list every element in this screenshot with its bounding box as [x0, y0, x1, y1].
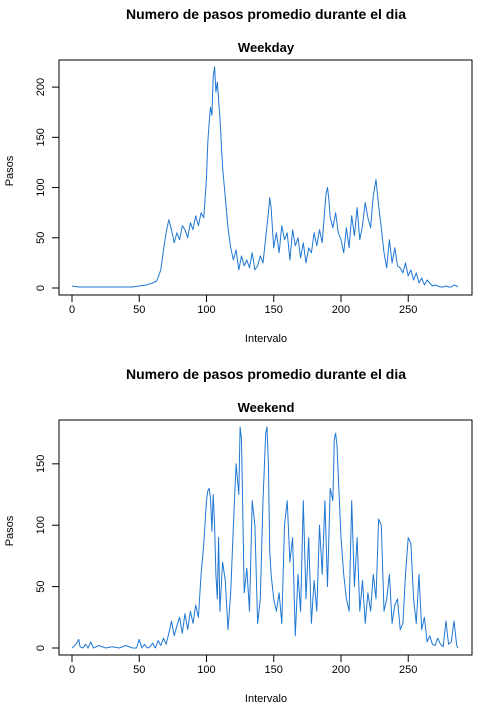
chart-panel-weekend: Numero de pasos promedio durante el dia … [4, 366, 473, 705]
x-tick-label: 200 [332, 304, 350, 316]
plot-frame [58, 419, 473, 656]
x-axis-label: Intervalo [245, 333, 287, 345]
x-tick-label: 100 [197, 664, 215, 676]
x-axis-label: Intervalo [245, 693, 287, 705]
chart-title: Numero de pasos promedio durante el dia [126, 366, 406, 382]
x-tick-label: 250 [399, 664, 417, 676]
y-tick-label: 100 [35, 516, 47, 534]
chart-panel-weekday: Numero de pasos promedio durante el dia … [4, 6, 473, 345]
x-tick-label: 0 [69, 304, 75, 316]
x-tick-label: 100 [197, 304, 215, 316]
y-tick-label: 150 [35, 128, 47, 146]
y-axis-label: Pasos [4, 515, 16, 546]
y-tick-label: 0 [35, 285, 47, 291]
axis-ticks: 0 50 100 150 200 250 0 50 100 150 200 [35, 78, 417, 316]
x-tick-label: 150 [265, 304, 283, 316]
series-line [71, 426, 459, 649]
y-tick-label: 200 [35, 78, 47, 96]
plot-frame [58, 59, 473, 296]
y-tick-label: 50 [35, 580, 47, 592]
y-tick-label: 100 [35, 178, 47, 196]
y-tick-label: 50 [35, 232, 47, 244]
series-line [71, 66, 459, 288]
x-tick-label: 200 [332, 664, 350, 676]
axis-ticks: 0 50 100 150 200 250 0 50 100 150 [35, 455, 417, 676]
x-tick-label: 50 [133, 664, 145, 676]
y-axis-label: Pasos [4, 155, 16, 186]
x-tick-label: 50 [133, 304, 145, 316]
y-tick-label: 150 [35, 455, 47, 473]
chart-subtitle: Weekend [238, 400, 295, 415]
chart-title: Numero de pasos promedio durante el dia [126, 6, 406, 22]
x-tick-label: 250 [399, 304, 417, 316]
y-tick-label: 0 [35, 645, 47, 651]
x-tick-label: 150 [265, 664, 283, 676]
x-tick-label: 0 [69, 664, 75, 676]
chart-subtitle: Weekday [238, 40, 295, 55]
